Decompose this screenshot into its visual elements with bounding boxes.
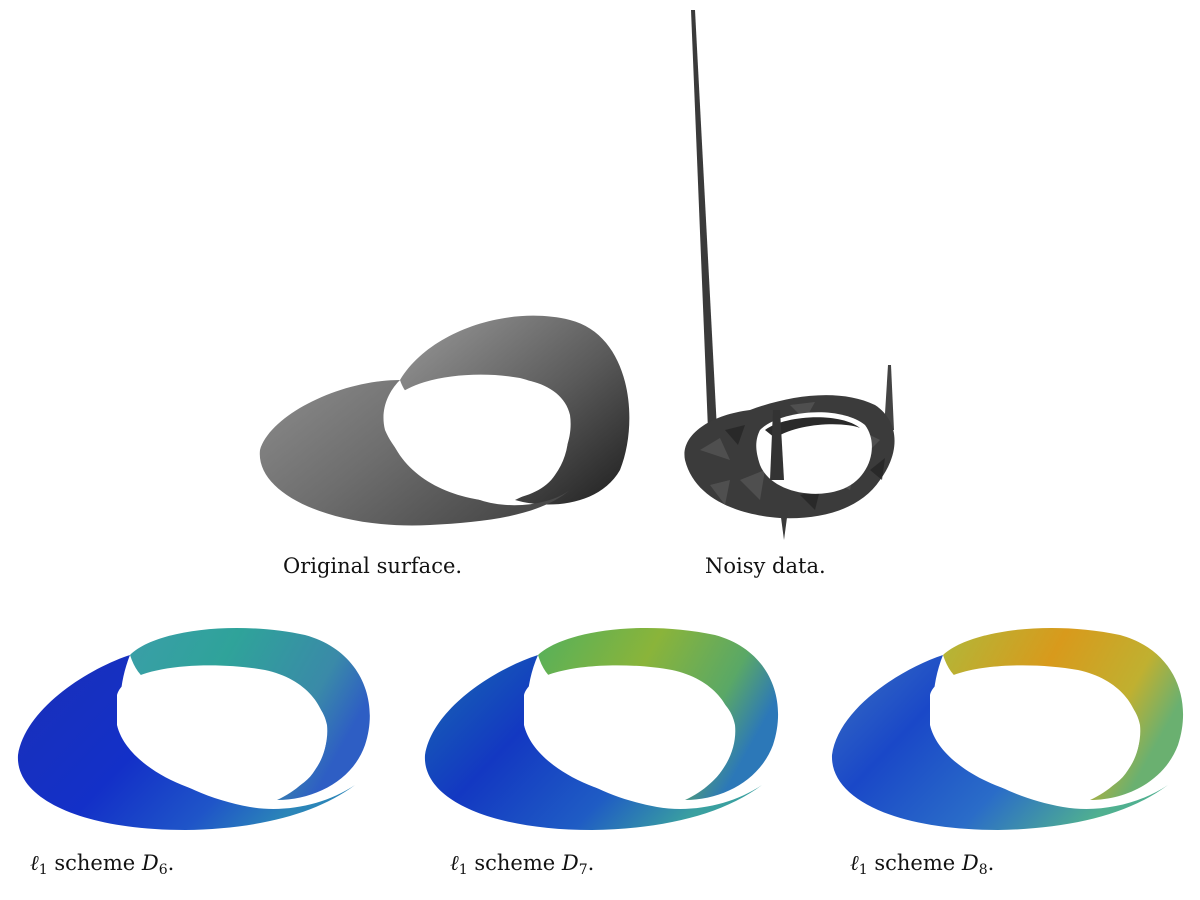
caption-noisy-data: Noisy data.	[705, 554, 826, 578]
caption-d8: ℓ1 scheme D8.	[850, 851, 995, 878]
noisy-data-panel	[670, 10, 910, 550]
caption-d6: ℓ1 scheme D6.	[30, 851, 175, 878]
d8-result-image	[831, 627, 1184, 830]
caption-original-surface: Original surface.	[283, 554, 463, 578]
d7-result-image	[424, 627, 779, 830]
original-surface-panel	[250, 300, 650, 550]
d8-result-panel	[830, 615, 1195, 840]
d6-result-panel	[15, 615, 380, 840]
d6-result-image	[17, 627, 370, 830]
caption-d7: ℓ1 scheme D7.	[450, 851, 595, 878]
noisy-data-image	[684, 10, 895, 540]
d7-result-panel	[420, 615, 790, 840]
original-surface-image	[259, 315, 630, 526]
